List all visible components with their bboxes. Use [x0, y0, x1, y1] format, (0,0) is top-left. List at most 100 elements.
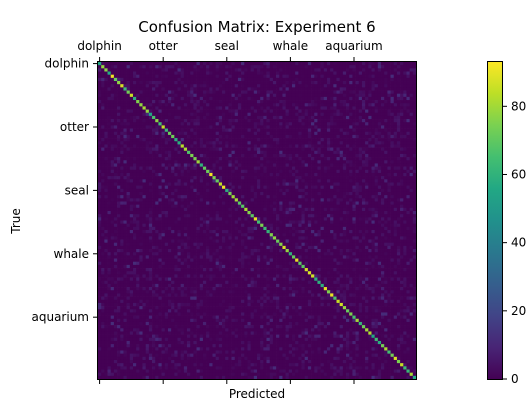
heatmap-cell	[107, 217, 112, 221]
heatmap-cell	[183, 188, 188, 193]
heatmap-cell	[381, 169, 385, 174]
heatmap-cell	[371, 182, 376, 186]
heatmap-cell	[231, 160, 236, 164]
heatmap-cell	[390, 150, 395, 155]
heatmap-cell-diagonal	[206, 169, 210, 174]
heatmap-cell	[183, 201, 188, 205]
heatmap-cell	[320, 144, 325, 148]
heatmap-cell	[206, 217, 210, 221]
heatmap-cell	[400, 147, 404, 152]
heatmap-cell	[282, 74, 286, 79]
heatmap-cell	[193, 103, 197, 107]
heatmap-cell	[167, 77, 172, 82]
heatmap-cell	[330, 138, 334, 142]
heatmap-cell	[202, 115, 207, 120]
heatmap-cell	[247, 169, 251, 174]
heatmap-cell	[352, 131, 356, 136]
heatmap-cell	[288, 96, 293, 101]
heatmap-cell	[129, 169, 134, 174]
heatmap-cell	[244, 191, 248, 196]
heatmap-cell	[371, 128, 376, 133]
heatmap-cell	[218, 217, 223, 221]
heatmap-cell	[377, 119, 382, 123]
heatmap-cell	[371, 96, 376, 101]
heatmap-cell	[409, 144, 414, 148]
heatmap-cell	[361, 87, 366, 91]
heatmap-cell	[180, 68, 185, 72]
heatmap-cell	[409, 163, 414, 167]
heatmap-cell	[381, 179, 385, 183]
heatmap-cell	[339, 81, 344, 85]
heatmap-cell	[104, 210, 108, 215]
heatmap-cell	[215, 100, 220, 104]
heatmap-cell	[244, 84, 248, 88]
heatmap-cell	[174, 103, 178, 107]
heatmap-cell	[244, 195, 248, 199]
heatmap-cell	[371, 179, 376, 183]
heatmap-cell	[215, 109, 220, 114]
heatmap-cell	[374, 134, 379, 139]
heatmap-cell	[117, 65, 121, 69]
heatmap-cell	[317, 93, 321, 98]
heatmap-cell	[304, 179, 309, 183]
heatmap-cell	[215, 103, 220, 107]
heatmap-cell	[307, 166, 312, 171]
heatmap-cell	[139, 90, 143, 95]
heatmap-cell	[317, 90, 321, 95]
heatmap-cell	[167, 207, 172, 212]
heatmap-cell	[199, 65, 204, 69]
heatmap-cell	[209, 112, 213, 117]
heatmap-cell	[136, 153, 140, 158]
heatmap-cell	[314, 65, 318, 69]
heatmap-cell	[403, 188, 407, 193]
heatmap-cell-diagonal	[196, 160, 201, 164]
heatmap-cell	[320, 115, 325, 120]
heatmap-cell	[110, 131, 115, 136]
heatmap-cell	[126, 210, 131, 215]
heatmap-cell	[253, 188, 258, 193]
heatmap-cell	[241, 65, 245, 69]
heatmap-cell	[110, 217, 115, 221]
heatmap-cell	[161, 169, 166, 174]
heatmap-cell	[368, 141, 372, 145]
heatmap-cell	[320, 185, 325, 190]
heatmap-cell	[199, 147, 204, 152]
heatmap-cell	[132, 125, 137, 129]
heatmap-cell	[361, 163, 366, 167]
heatmap-cell	[155, 176, 159, 180]
heatmap-cell	[104, 131, 108, 136]
heatmap-cell	[406, 153, 410, 158]
heatmap-cell	[257, 112, 261, 117]
heatmap-cell	[406, 166, 410, 171]
heatmap-cell	[250, 141, 255, 145]
heatmap-cell	[218, 100, 223, 104]
heatmap-cell	[285, 90, 290, 95]
heatmap-cell	[228, 172, 232, 177]
heatmap-cell	[279, 169, 283, 174]
heatmap-cell	[215, 65, 220, 69]
heatmap-cell	[307, 163, 312, 167]
heatmap-cell	[250, 185, 255, 190]
heatmap-cell	[253, 131, 258, 136]
heatmap-cell	[326, 106, 331, 110]
heatmap-cell	[161, 93, 166, 98]
heatmap-cell	[390, 81, 395, 85]
heatmap-cell	[365, 191, 369, 196]
heatmap-cell	[110, 195, 115, 199]
heatmap-cell	[161, 62, 166, 66]
heatmap-cell	[336, 153, 341, 158]
heatmap-cell	[101, 179, 105, 183]
heatmap-cell	[244, 210, 248, 215]
heatmap-cell	[158, 68, 162, 72]
heatmap-cell	[177, 106, 182, 110]
heatmap-cell	[164, 163, 169, 167]
heatmap-cell	[330, 68, 334, 72]
heatmap-cell	[228, 77, 232, 82]
heatmap-cell	[171, 195, 175, 199]
heatmap-cell	[180, 179, 185, 183]
heatmap-cell	[355, 100, 360, 104]
heatmap-cell	[237, 128, 242, 133]
heatmap-cell	[145, 169, 150, 174]
heatmap-cell	[288, 134, 293, 139]
heatmap-cell	[272, 134, 277, 139]
